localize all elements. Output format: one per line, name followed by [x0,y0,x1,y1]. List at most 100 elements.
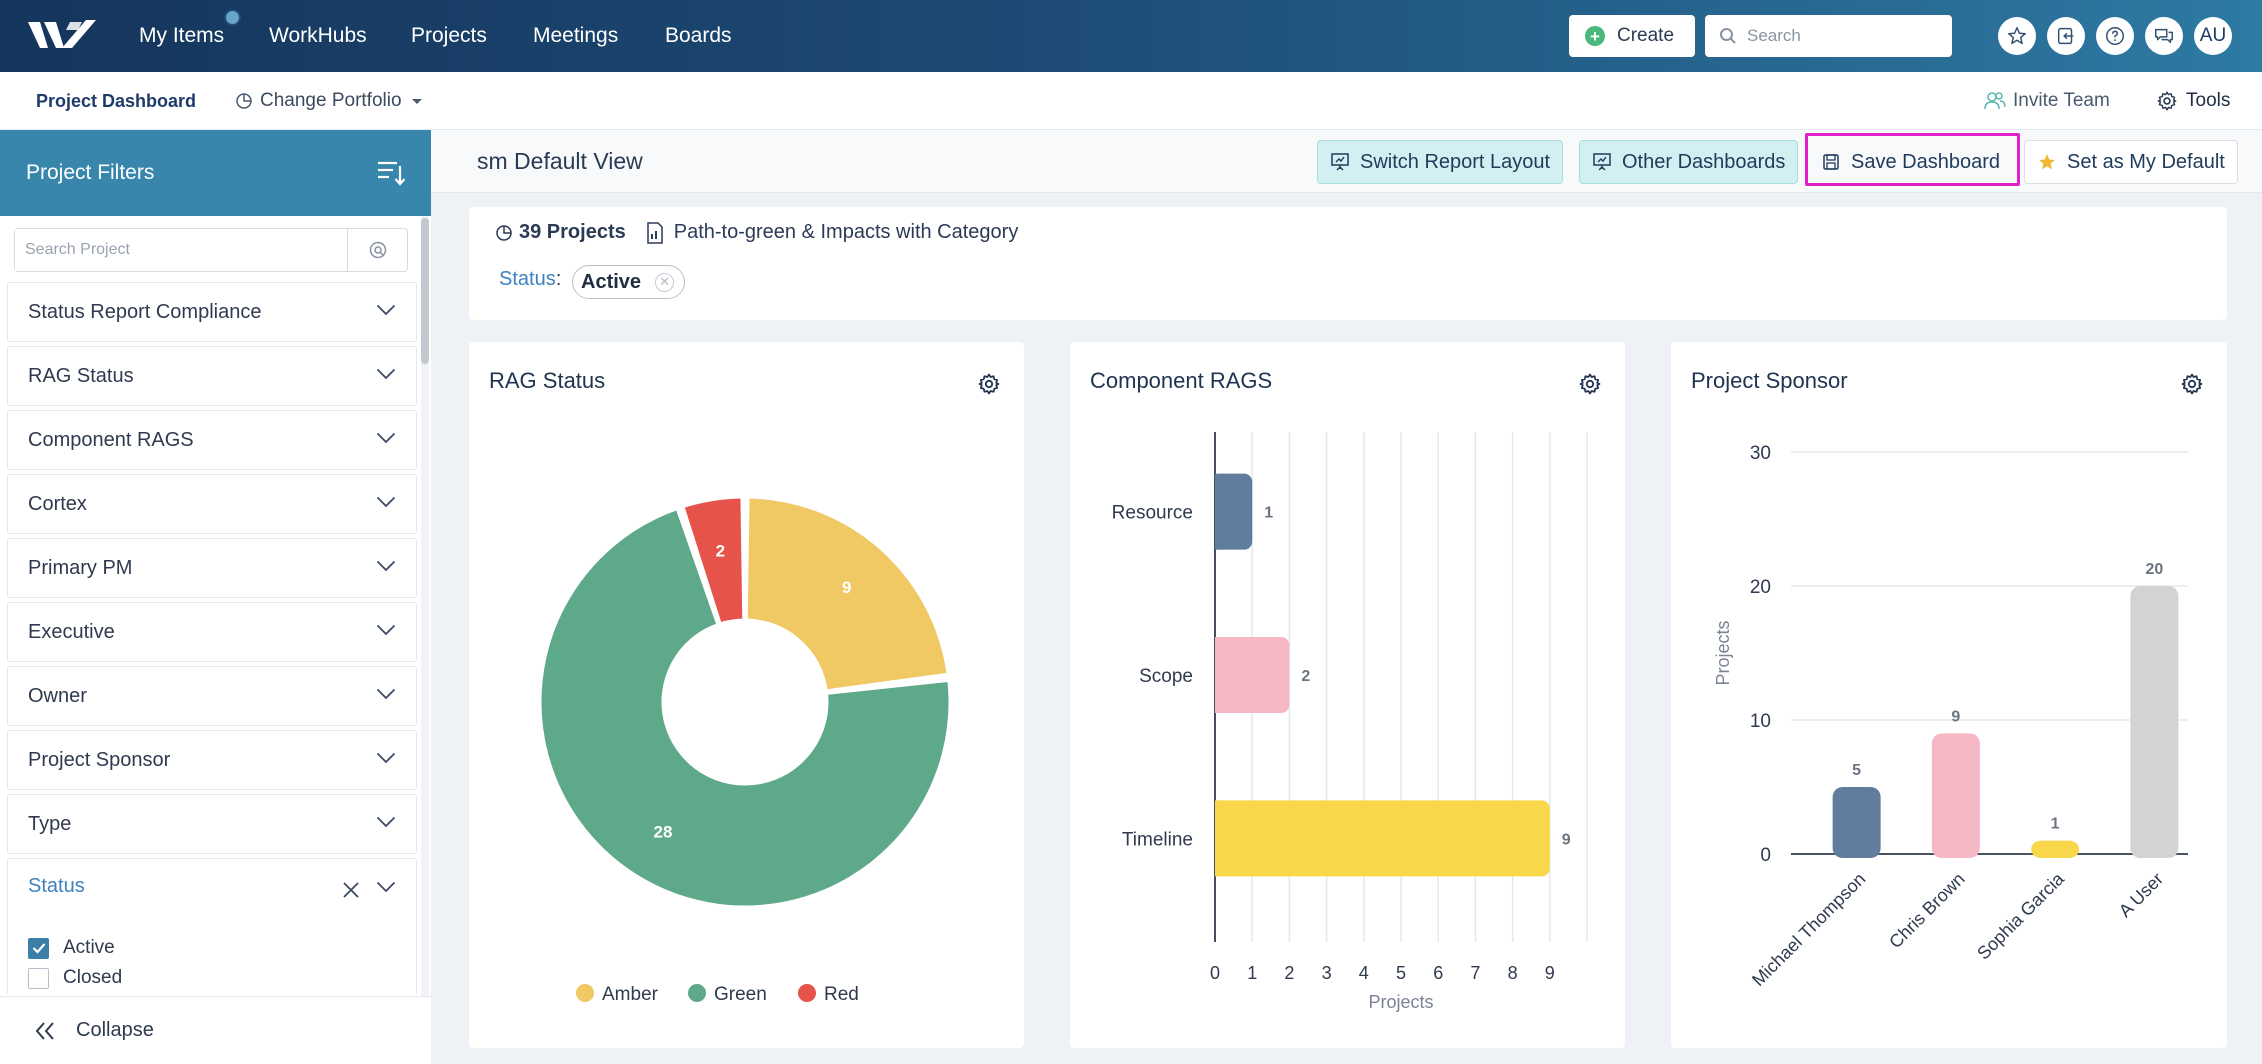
switch-report-layout-button[interactable]: Switch Report Layout [1317,140,1564,184]
set-as-my-default-button[interactable]: Set as My Default [2024,140,2238,184]
create-label: Create [1617,25,1675,46]
users-icon [1984,92,2006,110]
y-tick-label: 30 [1750,443,1771,464]
bar-scope-base [1215,637,1225,713]
gear-icon[interactable] [977,372,1001,396]
filter-cortex[interactable]: Cortex [7,474,417,534]
invite-team-button[interactable]: Invite Team [1983,72,2110,130]
chat-button[interactable] [2145,17,2183,55]
x-category-label: Chris Brown [1885,869,1968,952]
bar-value-label: 5 [1852,762,1861,779]
clear-filter-icon[interactable] [342,881,360,899]
save-dashboard-highlight [1805,133,2020,186]
filter-owner[interactable]: Owner [7,666,417,726]
donut-slice-red [681,495,746,626]
help-button[interactable] [2096,17,2134,55]
legend-swatch-green [688,984,706,1002]
legend-label-green: Green [714,984,767,1005]
portfolio-icon [236,93,252,109]
search-icon [1720,28,1736,44]
gear-icon[interactable] [1578,372,1602,396]
collapse-sidebar-button[interactable]: Collapse [0,996,431,1064]
check-icon [32,943,45,954]
project-sponsor-bar-chart: 0 10 20 30 Projects 5 Michael Thompson 9 Chris B… [1713,443,2188,990]
scrollbar-thumb[interactable] [421,218,429,364]
gear-icon[interactable] [2180,372,2204,396]
nav-workhubs[interactable]: WorkHubs [269,24,367,47]
filter-project-sponsor[interactable]: Project Sponsor [7,730,417,790]
filter-primary-pm[interactable]: Primary PM [7,538,417,598]
x-tick-label: 3 [1322,963,1332,983]
global-search[interactable] [1705,15,1952,57]
remove-chip-icon[interactable]: ✕ [655,272,675,292]
nav-projects[interactable]: Projects [411,24,487,47]
checkbox[interactable] [28,967,49,989]
create-button[interactable]: + Create [1569,15,1695,57]
summary-row: 39 Projects Path-to-green & Impacts with… [494,221,1018,244]
sidebar-scrollbar[interactable] [421,216,429,996]
filter-status[interactable]: Status Active Closed [7,858,417,994]
x-axis-title: Projects [1368,992,1433,1012]
exit-icon [2057,27,2074,45]
filter-label: Executive [28,620,115,643]
filter-rag-status[interactable]: RAG Status [7,346,417,406]
status-active-chip[interactable]: Active ✕ [572,265,686,299]
double-chevron-left-icon [35,1021,54,1040]
report-file-icon [646,221,663,244]
filter-status-report-compliance[interactable]: Status Report Compliance [7,282,417,342]
dashboard-summary-panel: 39 Projects Path-to-green & Impacts with… [469,207,2227,320]
save-dashboard-label: Save Dashboard [1851,150,2000,173]
legend-swatch-red [798,984,816,1002]
project-search[interactable] [14,228,408,272]
user-avatar[interactable]: AU [2194,17,2232,55]
logout-button[interactable] [2047,17,2085,55]
checkbox-checked[interactable] [28,937,49,959]
other-dashboards-label: Other Dashboards [1622,150,1786,173]
collapse-label: Collapse [76,1019,154,1041]
change-portfolio-dropdown[interactable]: Change Portfolio [234,72,424,130]
tools-button[interactable]: Tools [2156,72,2230,130]
plus-icon: + [1585,26,1605,46]
bar-value-label: 1 [1264,505,1273,522]
card-title: RAG Status [489,368,606,393]
bar-timeline [1215,800,1550,877]
project-dashboard-link[interactable]: Project Dashboard [36,90,197,111]
app-logo[interactable] [26,14,98,63]
nav-boards[interactable]: Boards [665,24,732,47]
chip-label: Active [581,270,642,293]
portfolio-icon [496,224,512,241]
nav-my-items[interactable]: My Items [139,24,225,47]
project-search-button[interactable] [347,229,407,271]
project-filters-sidebar: Project Filters Status Report Compliance… [0,130,431,1064]
presentation-icon [1331,153,1349,171]
chevron-down-icon [376,752,396,764]
search-icon [369,241,386,259]
filter-label: Status [28,875,85,897]
other-dashboards-button[interactable]: Other Dashboards [1579,140,1799,184]
status-option-active[interactable]: Active [28,937,115,959]
save-dashboard-button[interactable]: Save Dashboard [1809,140,2012,184]
filter-component-rags[interactable]: Component RAGS [7,410,417,470]
filter-label: Cortex [28,492,87,515]
card-title: Project Sponsor [1691,368,1848,393]
nav-meetings[interactable]: Meetings [533,24,619,47]
filter-type[interactable]: Type [7,794,417,854]
change-portfolio-label: Change Portfolio [260,90,402,111]
favorites-star-button[interactable] [1998,17,2036,55]
chevron-down-icon[interactable] [376,881,396,893]
x-category-label: A User [2115,869,2167,921]
set-as-my-default-label: Set as My Default [2067,150,2225,173]
view-title: sm Default View [477,148,643,174]
project-search-input[interactable] [15,229,347,271]
bar-value-label: 20 [2145,561,2163,578]
sort-list-icon[interactable] [377,160,405,186]
x-tick-label: 1 [1247,963,1257,983]
search-input[interactable] [1747,26,1937,46]
view-toolbar: sm Default View Switch Report Layout Oth… [431,130,2262,193]
star-filled-icon [2039,154,2055,170]
chat-icon [2155,28,2173,44]
caret-down-icon [411,99,422,104]
chevron-down-icon [376,304,396,316]
filter-executive[interactable]: Executive [7,602,417,662]
status-option-closed[interactable]: Closed [28,967,122,989]
